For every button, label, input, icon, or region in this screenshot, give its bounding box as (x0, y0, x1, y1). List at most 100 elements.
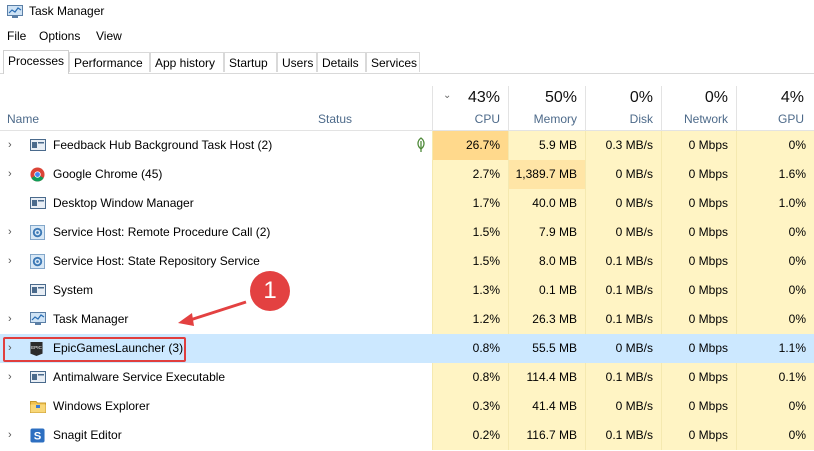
process-network: 0 Mbps (661, 334, 736, 363)
process-row[interactable]: › Service Host: Remote Procedure Call (2)… (0, 218, 814, 247)
cpu-total: 43% (467, 89, 500, 106)
process-disk: 0.1 MB/s (585, 305, 661, 334)
process-network: 0 Mbps (661, 276, 736, 305)
title-bar: Task Manager (0, 0, 814, 24)
process-disk: 0 MB/s (585, 189, 661, 218)
menu-options[interactable]: Options (39, 29, 81, 43)
callout-number: 1 (250, 271, 290, 311)
menu-view[interactable]: View (96, 29, 122, 43)
process-row[interactable]: › Feedback Hub Background Task Host (2) 26… (0, 131, 814, 160)
process-gpu: 0% (736, 218, 814, 247)
process-network: 0 Mbps (661, 160, 736, 189)
expand-chevron-icon[interactable]: › (8, 168, 12, 180)
process-row[interactable]: › Task Manager 1.2% 26.3 MB 0.1 MB/s 0 Mbps 0% (0, 305, 814, 334)
leaf-icon (415, 137, 427, 153)
process-network: 0 Mbps (661, 305, 736, 334)
column-header: Name Status ⌄ 43% CPU 50% Memory 0% Disk… (0, 86, 814, 131)
process-memory: 116.7 MB (508, 421, 585, 450)
tab-services[interactable]: Services (366, 52, 420, 72)
column-disk[interactable]: 0% Disk (585, 86, 661, 130)
column-cpu[interactable]: 43% CPU (432, 86, 508, 130)
process-row[interactable]: › Antimalware Service Executable 0.8% 114.4… (0, 363, 814, 392)
process-name: Antimalware Service Executable (53, 370, 226, 384)
process-cpu: 26.7% (432, 131, 508, 160)
process-network: 0 Mbps (661, 218, 736, 247)
process-name: Feedback Hub Background Task Host (2) (53, 138, 273, 152)
expand-chevron-icon[interactable]: › (8, 429, 12, 441)
column-gpu[interactable]: 4% GPU (736, 86, 812, 130)
process-row[interactable]: › Google Chrome (45) 2.7% 1,389.7 MB 0 MB/s 0… (0, 160, 814, 189)
column-status[interactable]: Status (318, 112, 353, 126)
process-cpu: 0.8% (432, 363, 508, 392)
process-memory: 55.5 MB (508, 334, 585, 363)
process-memory: 7.9 MB (508, 218, 585, 247)
process-cpu: 0.2% (432, 421, 508, 450)
tab-app-history[interactable]: App history (150, 52, 224, 72)
epic-games-icon: EPIC (30, 341, 46, 356)
process-name: Desktop Window Manager (53, 196, 194, 210)
process-memory: 8.0 MB (508, 247, 585, 276)
process-network: 0 Mbps (661, 131, 736, 160)
memory-label: Memory (533, 112, 577, 126)
app-window-icon (30, 283, 46, 297)
process-cpu: 0.8% (432, 334, 508, 363)
process-cpu: 1.7% (432, 189, 508, 218)
process-memory: 114.4 MB (508, 363, 585, 392)
process-row[interactable]: Windows Explorer 0.3% 41.4 MB 0 MB/s 0 Mbps 0… (0, 392, 814, 421)
process-memory: 41.4 MB (508, 392, 585, 421)
tab-performance[interactable]: Performance (69, 52, 150, 72)
process-name: System (53, 283, 94, 297)
menu-bar: File Options View (0, 26, 814, 46)
process-row[interactable]: › Service Host: State Repository Service 1… (0, 247, 814, 276)
process-gpu: 1.0% (736, 189, 814, 218)
highlight-box (3, 337, 186, 362)
chrome-icon (30, 167, 46, 182)
expand-chevron-icon[interactable]: › (8, 139, 12, 151)
network-total: 0% (704, 89, 728, 106)
process-name: EpicGamesLauncher (3) (53, 341, 184, 355)
menu-file[interactable]: File (7, 29, 27, 43)
column-network[interactable]: 0% Network (661, 86, 736, 130)
gear-icon (30, 225, 46, 240)
process-disk: 0.1 MB/s (585, 247, 661, 276)
expand-chevron-icon[interactable]: › (8, 371, 12, 383)
svg-text:S: S (34, 431, 42, 443)
process-row[interactable]: › EPIC EpicGamesLauncher (3) 0.8% 55.5 MB 0 M… (0, 334, 814, 363)
process-row[interactable]: › S Snagit Editor 0.2% 116.7 MB 0.1 MB/s 0 Mbp… (0, 421, 814, 450)
process-gpu: 0% (736, 305, 814, 334)
tab-users[interactable]: Users (277, 52, 317, 72)
process-cpu: 0.3% (432, 392, 508, 421)
expand-chevron-icon[interactable]: › (8, 226, 12, 238)
disk-total: 0% (629, 89, 653, 106)
process-memory: 0.1 MB (508, 276, 585, 305)
expand-chevron-icon[interactable]: › (8, 313, 12, 325)
process-disk: 0.1 MB/s (585, 421, 661, 450)
process-gpu: 0% (736, 421, 814, 450)
process-disk: 0.3 MB/s (585, 131, 661, 160)
tab-startup[interactable]: Startup (224, 52, 277, 72)
tab-details[interactable]: Details (317, 52, 366, 72)
tab-bar: Processes Performance App history Startu… (0, 50, 814, 74)
task-manager-icon (7, 5, 23, 18)
process-memory: 26.3 MB (508, 305, 585, 334)
process-cpu: 1.3% (432, 276, 508, 305)
app-window-icon (30, 196, 46, 210)
process-gpu: 0% (736, 131, 814, 160)
column-name[interactable]: Name (7, 112, 40, 126)
folder-icon (30, 399, 46, 413)
process-row[interactable]: Desktop Window Manager 1.7% 40.0 MB 0 MB/s 0… (0, 189, 814, 218)
process-disk: 0 MB/s (585, 392, 661, 421)
process-network: 0 Mbps (661, 247, 736, 276)
window-title: Task Manager (29, 4, 105, 18)
expand-chevron-icon[interactable]: › (8, 255, 12, 267)
app-window-icon (30, 370, 46, 384)
process-row[interactable]: System 1.3% 0.1 MB 0.1 MB/s 0 Mbps 0% (0, 276, 814, 305)
column-memory[interactable]: 50% Memory (508, 86, 585, 130)
memory-total: 50% (544, 89, 577, 106)
gpu-label: GPU (777, 112, 804, 126)
process-gpu: 0% (736, 276, 814, 305)
tab-processes[interactable]: Processes (3, 50, 69, 74)
process-cpu: 1.2% (432, 305, 508, 334)
expand-chevron-icon[interactable]: › (8, 342, 12, 354)
process-disk: 0 MB/s (585, 218, 661, 247)
